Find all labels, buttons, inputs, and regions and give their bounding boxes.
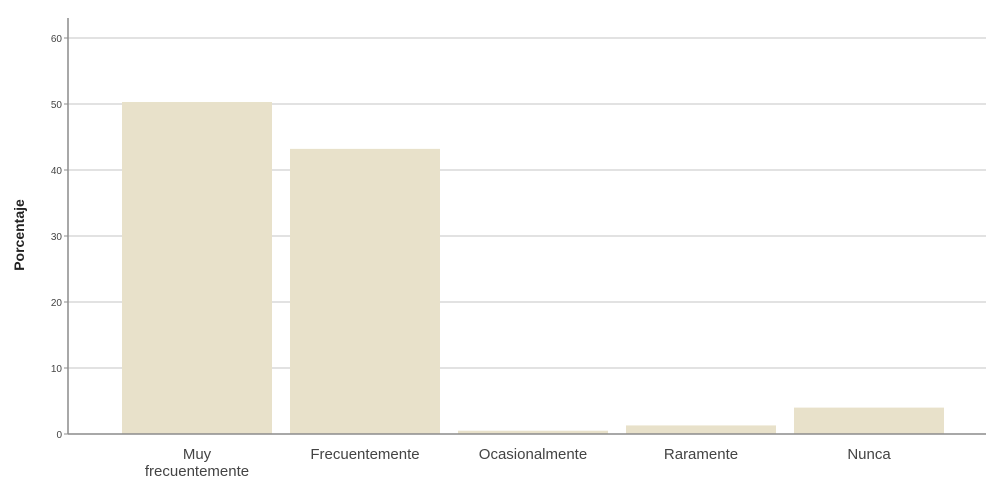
- x-tick-label: frecuentemente: [145, 463, 249, 480]
- bar: [626, 425, 776, 434]
- x-tick-label: Ocasionalmente: [479, 446, 587, 463]
- x-tick-label: Nunca: [847, 446, 891, 463]
- bar: [122, 102, 272, 435]
- bar: [290, 148, 440, 434]
- bars: [122, 102, 944, 435]
- axes: [64, 18, 986, 435]
- y-tick-label: 0: [56, 430, 62, 441]
- y-tick-label: 50: [51, 100, 63, 111]
- y-tick-label: 40: [51, 166, 63, 177]
- x-tick-label: Frecuentemente: [310, 446, 419, 463]
- bar: [458, 430, 608, 434]
- x-tick-label: Raramente: [664, 446, 738, 463]
- x-tick-label: Muy: [183, 446, 212, 463]
- bar: [794, 407, 944, 434]
- y-tick-label: 20: [51, 298, 63, 309]
- y-tick-label: 10: [51, 364, 63, 375]
- y-tick-label: 30: [51, 232, 63, 243]
- y-axis-label: Porcentaje: [11, 199, 27, 271]
- y-tick-label: 60: [51, 34, 63, 45]
